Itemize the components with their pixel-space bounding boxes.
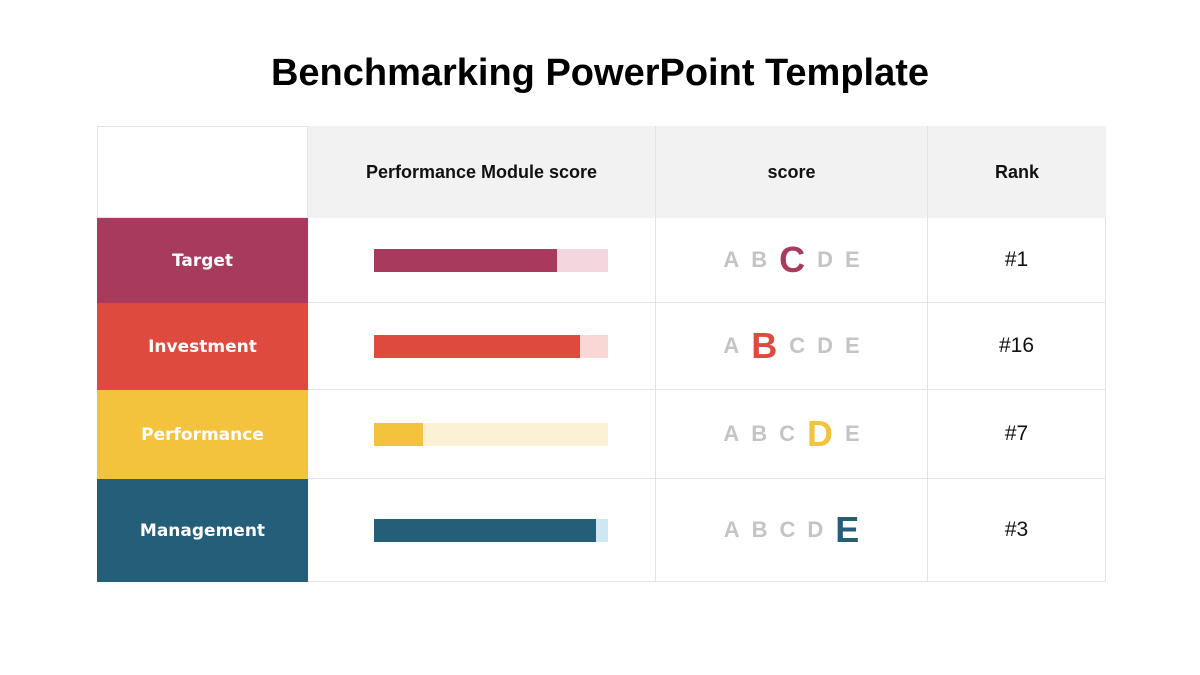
grade-a: A: [723, 333, 740, 358]
grade-e: E: [835, 509, 860, 550]
header-rank: Rank: [928, 126, 1106, 218]
grade-b: B: [751, 421, 768, 446]
progress-bar-fill: [374, 519, 597, 542]
rank-cell: #1: [928, 218, 1106, 303]
grade-d: D: [807, 517, 824, 542]
grade-b: B: [751, 517, 768, 542]
grade-e: E: [844, 333, 860, 358]
grade-c: C: [779, 421, 795, 446]
grade-a: A: [723, 421, 740, 446]
grade-c: C: [779, 517, 796, 542]
grade-a: A: [723, 247, 740, 272]
row-label-investment: Investment: [97, 303, 308, 390]
grade-c: C: [789, 333, 806, 358]
rank-cell: #16: [928, 303, 1106, 390]
page-title: Benchmarking PowerPoint Template: [270, 52, 930, 94]
progress-bar-track: [374, 519, 608, 542]
row-label-target: Target: [97, 218, 308, 303]
progress-bar-fill: [374, 249, 557, 272]
grade-b: B: [751, 247, 768, 272]
header-blank-cell: [97, 126, 308, 218]
progress-bar-fill: [374, 335, 580, 358]
grade-d: D: [817, 333, 833, 358]
grade-e: E: [844, 247, 860, 272]
grade-a: A: [723, 517, 740, 542]
header-score: score: [656, 126, 928, 218]
performance-cell: [308, 303, 656, 390]
rank-cell: #3: [928, 479, 1106, 582]
performance-cell: [308, 390, 656, 479]
rank-cell: #7: [928, 390, 1106, 479]
grade-e: E: [844, 421, 860, 446]
progress-bar-track: [374, 249, 608, 272]
row-label-management: Management: [97, 479, 308, 582]
progress-bar-track: [374, 335, 608, 358]
benchmark-table: Performance Module score score Rank Targ…: [97, 126, 1106, 582]
grade-d: D: [817, 247, 833, 272]
performance-cell: [308, 479, 656, 582]
progress-bar-track: [374, 423, 608, 446]
grade-b: B: [751, 325, 778, 366]
progress-bar-fill: [374, 423, 424, 446]
performance-cell: [308, 218, 656, 303]
header-performance: Performance Module score: [308, 126, 656, 218]
grade-c: C: [779, 239, 806, 280]
row-label-performance: Performance: [97, 390, 308, 479]
grade-d: D: [806, 413, 833, 454]
